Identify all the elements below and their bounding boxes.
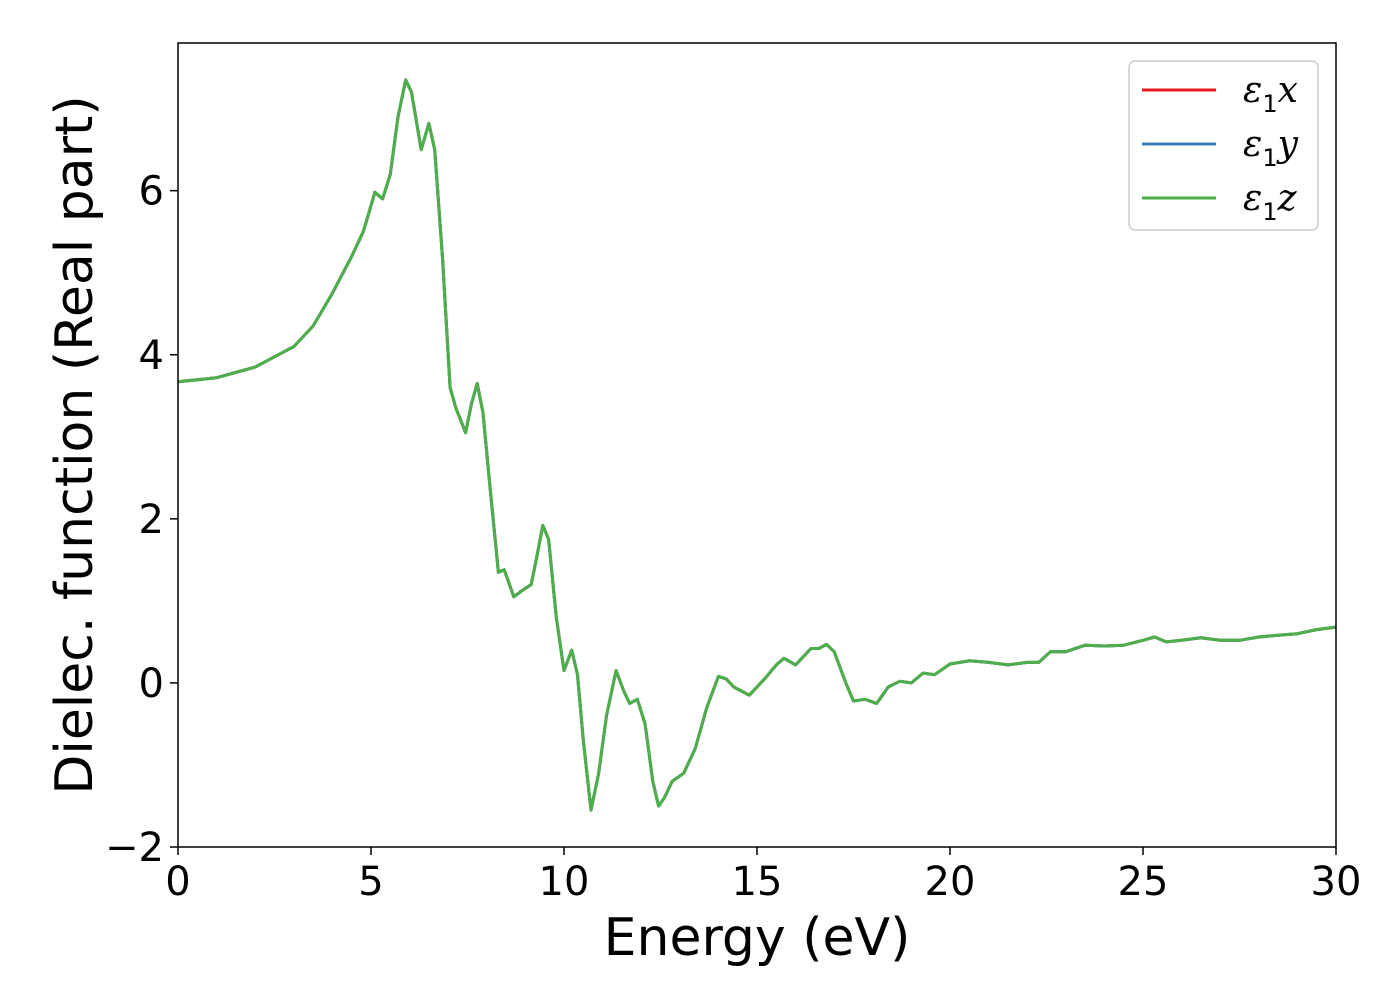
y-tick-label: 4: [139, 333, 164, 379]
y-tick-label: 0: [139, 661, 164, 707]
series-line-z: [177, 78, 1337, 812]
y-tick-label: −2: [105, 825, 164, 871]
y-tick-label: 2: [139, 497, 164, 543]
legend-box: [1128, 60, 1319, 231]
x-axis-label: Energy (eV): [604, 908, 911, 968]
legend-label-y: ε1y: [1243, 124, 1299, 172]
legend-label-x: ε1x: [1243, 70, 1298, 118]
x-tick-label: 0: [165, 859, 190, 905]
x-tick-label: 20: [925, 859, 976, 905]
legend: ε1x ε1y ε1z: [1128, 60, 1319, 231]
x-tick-label: 30: [1311, 859, 1362, 905]
x-axis: 0 5 10 15 20 25 30: [165, 847, 1361, 905]
x-tick-label: 5: [358, 859, 383, 905]
y-tick-label: 6: [139, 169, 164, 215]
x-tick-label: 25: [1118, 859, 1169, 905]
y-axis-label: Dielec. function (Real part): [45, 95, 105, 794]
legend-label-z: ε1z: [1243, 178, 1298, 226]
x-tick-label: 10: [539, 859, 590, 905]
x-tick-label: 15: [732, 859, 783, 905]
series-layer: [177, 78, 1337, 812]
y-axis: −2 0 2 4 6: [105, 169, 178, 871]
